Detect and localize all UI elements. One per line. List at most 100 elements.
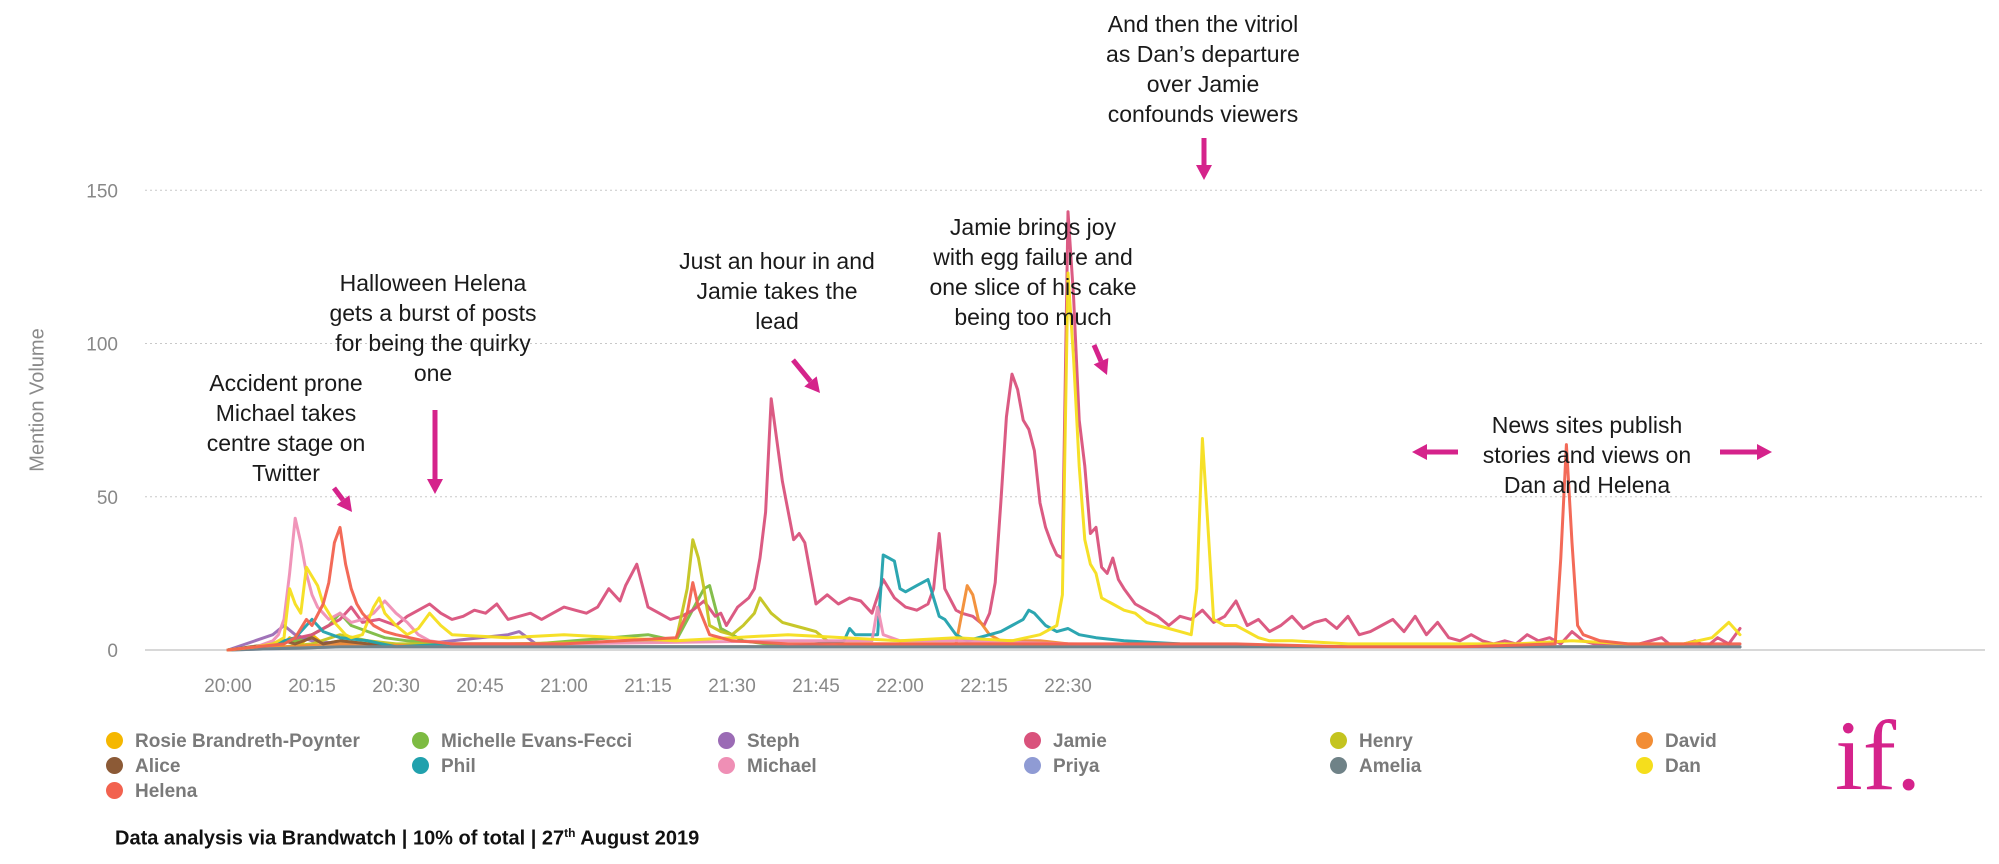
footer-text: Data analysis via Brandwatch | 10% of to… [115,827,565,850]
legend-label: Dan [1665,756,1701,777]
legend-dot-icon [1330,732,1347,749]
legend-dot-icon [106,757,123,774]
annotation-line: Accident prone [209,370,363,396]
annotation-line: with egg failure and [933,244,1133,270]
brand-logo: if. [1835,700,1922,811]
legend-item: Amelia [1330,755,1421,779]
footer-date: August 2019 [575,827,700,850]
legend-item: Dan [1636,755,1701,779]
arrow-head [1093,358,1109,375]
arrow-shaft [332,486,345,502]
arrow-head [427,479,443,494]
y-tick-label: 0 [107,641,118,662]
annotation-line: Halloween Helena [339,270,527,296]
annotation-line: for being the quirky [335,330,531,356]
legend-label: Michael [747,756,817,777]
annotation-line: being too much [954,304,1112,330]
legend-item: Jamie [1024,730,1107,754]
y-tick-label: 50 [97,488,118,509]
legend-item: Phil [412,755,476,779]
annotation-line: over Jamie [1146,71,1260,97]
legend-label: David [1665,731,1717,752]
x-tick-label: 20:45 [456,676,504,697]
annotation-jamie-joy: Jamie brings joy with egg failure and on… [918,212,1148,332]
x-tick-label: 22:15 [960,676,1008,697]
legend-dot-icon [1330,757,1347,774]
annotation-line: News sites publish [1491,412,1683,438]
series-line-michael [226,516,1742,652]
legend-item: David [1636,730,1717,754]
arrow-head [1757,444,1772,460]
legend-dot-icon [718,757,735,774]
annotation-line: centre stage on [206,430,366,456]
axes: 0 50 100 150 20:00 20:15 20:30 20:45 21:00 21:15 2… [86,181,1091,697]
legend-label: Steph [747,731,800,752]
x-tick-label: 22:30 [1044,676,1092,697]
annotation-vitriol: And then the vitriol as Dan’s departure … [1088,9,1318,129]
x-tick-label: 21:30 [708,676,756,697]
annotation-line: Twitter [252,460,320,486]
footer-source: Data analysis via Brandwatch | 10% of to… [115,826,699,851]
series-line-helena [226,443,1742,652]
legend-item: Priya [1024,755,1099,779]
arrow-head [336,495,352,512]
legend-label: Jamie [1053,731,1107,752]
annotation-line: Jamie takes the [696,278,858,304]
chart-legend: Rosie Brandreth-Poynter Michelle Evans-Fe… [106,730,1866,810]
legend-item: Alice [106,755,180,779]
legend-dot-icon [1024,757,1041,774]
y-tick-label: 150 [86,181,118,202]
legend-dot-icon [412,732,429,749]
series-lines [226,210,1742,652]
legend-label: Phil [441,756,476,777]
arrow-head [804,376,820,393]
annotation-line: gets a burst of posts [329,300,537,326]
legend-label: Priya [1053,756,1100,777]
x-tick-label: 20:30 [372,676,420,697]
x-tick-label: 21:15 [624,676,672,697]
legend-item: Henry [1330,730,1413,754]
annotation-line: Jamie brings joy [949,214,1117,240]
legend-dot-icon [106,732,123,749]
annotation-line: as Dan’s departure [1106,41,1300,67]
legend-dot-icon [106,782,123,799]
annotation-line: lead [755,308,799,334]
legend-label: Helena [135,781,198,802]
annotation-jamie-lead: Just an hour in and Jamie takes the lead [666,246,888,336]
annotation-line: stories and views on [1482,442,1692,468]
y-axis-label: Mention Volume [26,328,49,472]
arrow-head [1196,165,1212,180]
legend-item: Steph [718,730,800,754]
legend-item: Michelle Evans-Fecci [412,730,632,754]
legend-label: Henry [1359,731,1413,752]
annotation-line: one slice of his cake [929,274,1137,300]
series-line-amelia [226,645,1742,652]
arrow-shaft [791,358,813,383]
annotation-line: confounds viewers [1107,101,1299,127]
legend-dot-icon [718,732,735,749]
legend-item: Rosie Brandreth-Poynter [106,730,360,754]
footer-superscript: th [564,826,576,840]
x-tick-label: 20:00 [204,676,252,697]
x-tick-label: 21:45 [792,676,840,697]
legend-item: Michael [718,755,817,779]
legend-label: Michelle Evans-Fecci [441,731,633,752]
annotation-line: Michael takes [215,400,357,426]
legend-label: Alice [135,756,181,777]
legend-dot-icon [1636,732,1653,749]
y-tick-label: 100 [86,335,118,356]
annotation-line: one [413,360,453,386]
legend-dot-icon [412,757,429,774]
x-tick-label: 22:00 [876,676,924,697]
annotation-michael: Accident prone Michael takes centre stag… [196,368,376,488]
x-tick-label: 21:00 [540,676,588,697]
x-tick-label: 20:15 [288,676,336,697]
annotation-line: Dan and Helena [1503,472,1671,498]
arrow-shaft [1091,344,1104,363]
legend-dot-icon [1636,757,1653,774]
legend-item: Helena [106,780,197,804]
annotation-helena: Halloween Helena gets a burst of posts f… [318,268,548,388]
series-line-jamie [226,210,1742,652]
series-line-dan [226,271,1742,652]
